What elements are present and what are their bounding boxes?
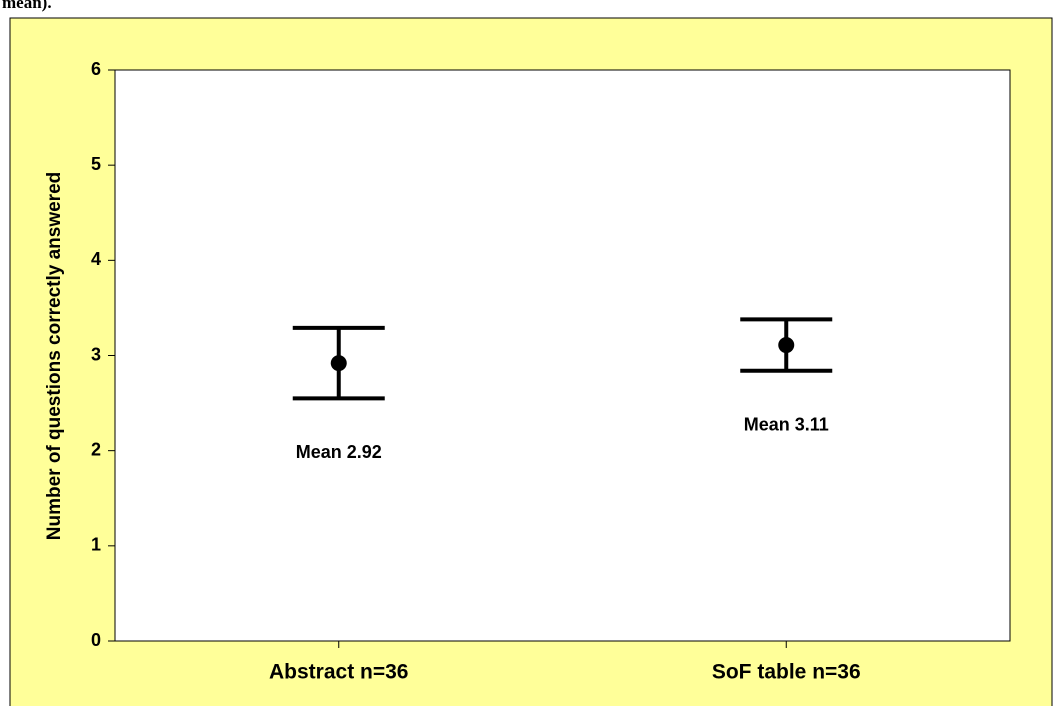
x-tick-label: SoF table n=36 — [712, 661, 861, 684]
data-label: Mean 3.11 — [744, 414, 829, 434]
mean-point — [330, 355, 347, 372]
data-label: Mean 2.92 — [296, 442, 382, 462]
y-tick-label: 4 — [91, 249, 101, 269]
y-axis-label: Number of questions correctly answered — [44, 172, 65, 541]
y-tick-label: 6 — [91, 59, 101, 79]
x-tick-label: Abstract n=36 — [269, 661, 408, 684]
y-tick-label: 2 — [91, 439, 101, 459]
y-tick-label: 0 — [91, 630, 101, 650]
mean-point — [778, 337, 795, 354]
y-tick-label: 5 — [91, 154, 101, 174]
y-tick-label: 3 — [91, 344, 101, 364]
caption: mean). — [2, 0, 52, 12]
y-tick-label: 1 — [91, 535, 101, 555]
plot-area — [114, 69, 1011, 642]
